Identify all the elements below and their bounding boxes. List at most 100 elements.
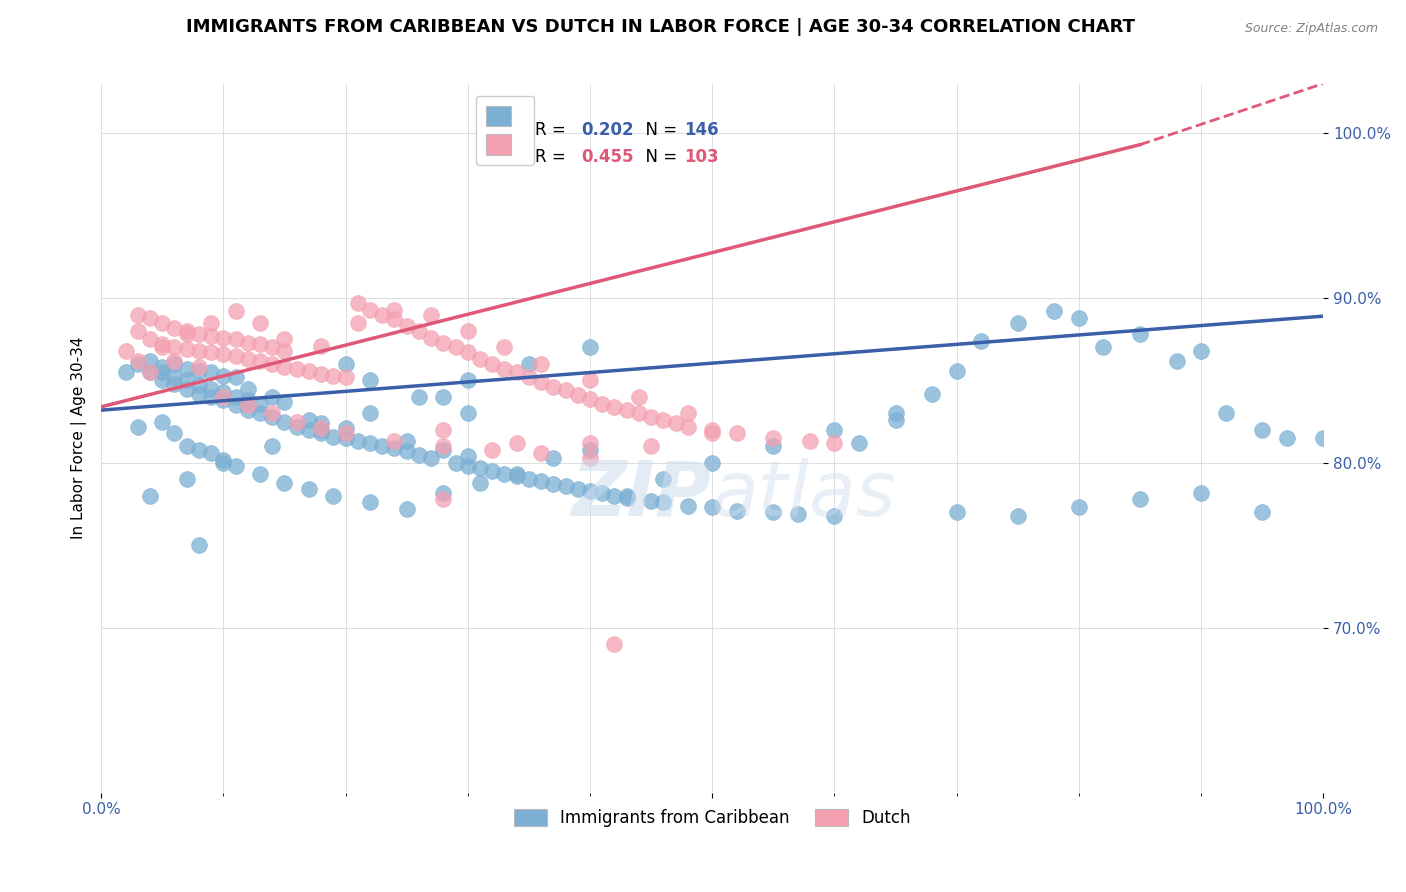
- Point: [702, 456, 724, 470]
- Point: [1215, 406, 1237, 420]
- Point: [945, 505, 967, 519]
- Point: [505, 365, 527, 379]
- Point: [457, 406, 479, 420]
- Point: [249, 353, 271, 368]
- Point: [481, 442, 503, 457]
- Point: [652, 495, 675, 509]
- Point: [163, 357, 186, 371]
- Point: [799, 434, 821, 449]
- Point: [187, 386, 209, 401]
- Point: [200, 329, 222, 343]
- Point: [505, 436, 527, 450]
- Point: [627, 406, 650, 420]
- Point: [823, 423, 845, 437]
- Point: [212, 393, 235, 408]
- Point: [298, 413, 321, 427]
- Point: [262, 357, 284, 371]
- Point: [298, 483, 321, 497]
- Point: [176, 327, 198, 342]
- Point: [494, 362, 516, 376]
- Point: [335, 426, 357, 441]
- Point: [432, 390, 454, 404]
- Point: [494, 341, 516, 355]
- Point: [309, 423, 332, 437]
- Point: [249, 406, 271, 420]
- Point: [163, 320, 186, 334]
- Point: [640, 439, 662, 453]
- Point: [1251, 423, 1274, 437]
- Point: [236, 335, 259, 350]
- Point: [262, 406, 284, 420]
- Text: R =: R =: [536, 121, 571, 139]
- Point: [1007, 508, 1029, 523]
- Point: [848, 436, 870, 450]
- Point: [309, 339, 332, 353]
- Point: [530, 474, 553, 488]
- Point: [579, 483, 602, 498]
- Point: [408, 448, 430, 462]
- Point: [200, 390, 222, 404]
- Point: [176, 362, 198, 376]
- Point: [139, 365, 162, 379]
- Point: [640, 493, 662, 508]
- Point: [150, 365, 173, 379]
- Point: [468, 460, 491, 475]
- Point: [163, 341, 186, 355]
- Point: [762, 439, 785, 453]
- Point: [127, 357, 149, 371]
- Point: [652, 413, 675, 427]
- Point: [309, 417, 332, 431]
- Point: [468, 475, 491, 490]
- Point: [335, 370, 357, 384]
- Point: [1092, 341, 1115, 355]
- Point: [1067, 500, 1090, 515]
- Point: [127, 353, 149, 368]
- Point: [702, 423, 724, 437]
- Point: [359, 374, 381, 388]
- Point: [420, 308, 443, 322]
- Point: [444, 456, 467, 470]
- Point: [481, 464, 503, 478]
- Point: [249, 337, 271, 351]
- Point: [702, 426, 724, 441]
- Text: R =: R =: [536, 148, 571, 166]
- Point: [1043, 304, 1066, 318]
- Point: [676, 499, 699, 513]
- Point: [823, 436, 845, 450]
- Point: [616, 491, 638, 505]
- Point: [236, 403, 259, 417]
- Point: [114, 365, 136, 379]
- Point: [395, 444, 418, 458]
- Point: [298, 423, 321, 437]
- Point: [579, 392, 602, 406]
- Point: [494, 467, 516, 482]
- Point: [225, 332, 247, 346]
- Point: [249, 396, 271, 410]
- Point: [309, 421, 332, 435]
- Legend: Immigrants from Caribbean, Dutch: Immigrants from Caribbean, Dutch: [508, 803, 918, 834]
- Point: [212, 456, 235, 470]
- Point: [359, 495, 381, 509]
- Point: [517, 357, 540, 371]
- Point: [517, 370, 540, 384]
- Point: [139, 365, 162, 379]
- Text: N =: N =: [636, 121, 682, 139]
- Point: [371, 439, 394, 453]
- Point: [762, 431, 785, 445]
- Point: [359, 436, 381, 450]
- Point: [187, 360, 209, 375]
- Point: [212, 368, 235, 383]
- Point: [212, 347, 235, 361]
- Y-axis label: In Labor Force | Age 30-34: In Labor Force | Age 30-34: [72, 337, 87, 540]
- Point: [457, 374, 479, 388]
- Point: [603, 489, 626, 503]
- Point: [457, 450, 479, 464]
- Point: [309, 426, 332, 441]
- Point: [970, 334, 993, 348]
- Point: [554, 384, 576, 398]
- Point: [236, 351, 259, 366]
- Point: [786, 507, 808, 521]
- Point: [273, 360, 295, 375]
- Point: [346, 296, 368, 310]
- Point: [236, 382, 259, 396]
